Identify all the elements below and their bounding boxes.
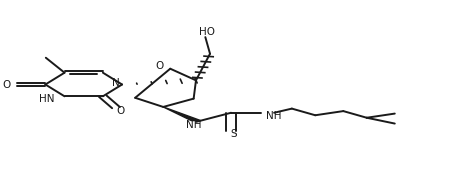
Text: O: O <box>2 79 11 90</box>
Text: NH: NH <box>186 120 202 130</box>
Text: O: O <box>156 61 164 71</box>
Text: O: O <box>116 106 125 116</box>
Text: NH: NH <box>266 111 281 121</box>
Polygon shape <box>163 107 201 120</box>
Text: N: N <box>112 78 120 88</box>
Text: HO: HO <box>199 27 215 37</box>
Text: HN: HN <box>39 94 54 104</box>
Text: S: S <box>230 129 237 139</box>
